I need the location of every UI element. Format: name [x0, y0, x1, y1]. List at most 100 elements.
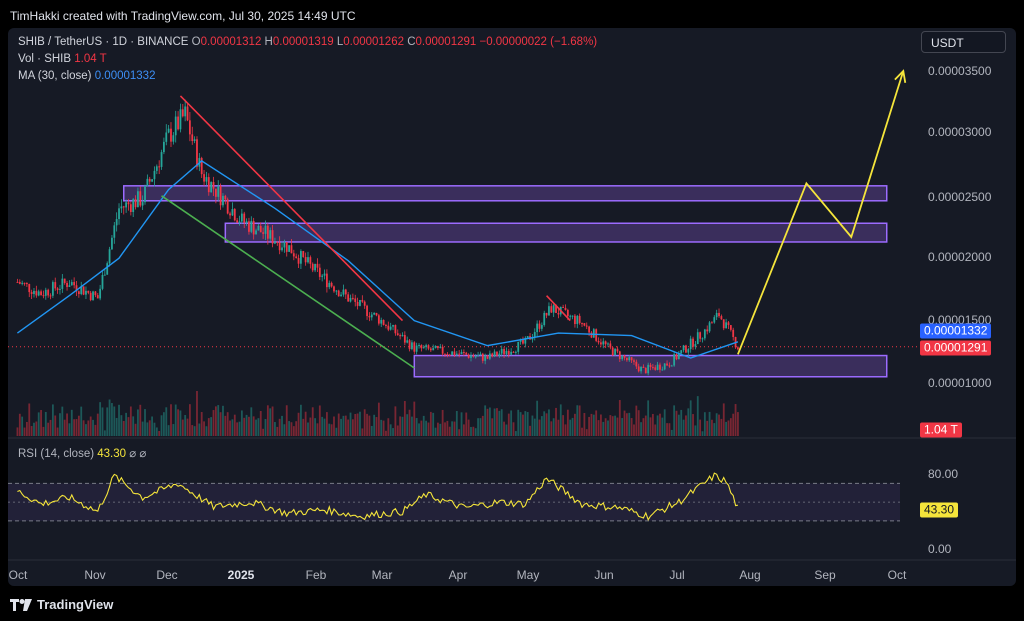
time-tick: Oct — [8, 568, 28, 582]
rsi-value: 43.30 — [97, 448, 127, 460]
volume-bar — [680, 409, 683, 436]
candle-body — [484, 355, 487, 361]
volume-bar — [359, 411, 361, 436]
volume-bar — [219, 412, 222, 436]
open-label: O — [191, 36, 201, 48]
volume-bar — [158, 430, 161, 436]
candle-body — [604, 341, 607, 345]
candle-body — [689, 338, 692, 350]
ma-label[interactable]: MA (30, close) — [18, 70, 92, 82]
candle-body — [318, 267, 321, 277]
candle-body — [226, 199, 229, 214]
candle-body — [311, 263, 314, 271]
candle-body — [73, 282, 76, 286]
symbol-name[interactable]: SHIB / TetherUS · 1D · BINANCE — [18, 36, 189, 48]
volume-bar — [737, 412, 739, 436]
high-value: 0.00001319 — [272, 36, 334, 48]
candle-body — [68, 285, 71, 287]
candle-body — [141, 202, 144, 206]
volume-bar — [687, 408, 690, 436]
candle-body — [377, 315, 380, 324]
candle-body — [99, 288, 102, 299]
volume-bar — [524, 411, 527, 436]
volume-bar — [92, 419, 94, 436]
volume-bar — [583, 413, 586, 436]
candle-body — [233, 209, 236, 221]
candle-body — [207, 177, 210, 193]
volume-bar — [474, 428, 477, 436]
candle-body — [127, 202, 130, 205]
candle-body — [96, 295, 99, 299]
candle-body — [425, 345, 428, 348]
candle-body — [354, 298, 357, 302]
rsi-settings-icons[interactable]: ⌀ ⌀ — [129, 448, 147, 460]
volume-bar — [111, 403, 113, 436]
candle-body — [722, 319, 725, 329]
volume-bar — [193, 426, 196, 436]
candle-body — [139, 191, 142, 206]
volume-bar — [238, 421, 241, 436]
volume-bar — [214, 406, 217, 436]
volume-bar — [375, 417, 378, 436]
candle-body — [592, 329, 595, 338]
volume-bar — [325, 412, 328, 436]
candle-body — [453, 351, 456, 356]
volume-bar — [167, 425, 170, 436]
volume-bar — [125, 412, 128, 436]
volume-bar — [725, 421, 728, 436]
candle-body — [583, 323, 586, 326]
volume-bar — [734, 404, 737, 436]
rsi-legend: RSI (14, close) 43.30 ⌀ ⌀ — [18, 446, 146, 460]
price-tick: 0.00002000 — [928, 250, 992, 264]
chart-canvas[interactable] — [8, 28, 1016, 586]
candle-body — [49, 295, 52, 297]
candle-body — [411, 342, 413, 350]
volume-bar — [66, 413, 68, 436]
volume-bar — [448, 426, 451, 436]
candle-body — [134, 199, 137, 208]
candle-body — [184, 106, 187, 117]
low-label: L — [336, 36, 344, 48]
volume-bar — [278, 418, 281, 436]
volume-bar — [526, 412, 529, 436]
volume-bar — [132, 416, 135, 436]
candle-body — [441, 346, 444, 354]
candle-body — [538, 323, 541, 329]
candle-body — [437, 345, 439, 349]
candle-body — [392, 325, 394, 327]
volume-bar — [729, 418, 732, 436]
change-value: −0.00000022 (−1.68%) — [479, 36, 598, 48]
rsi-label[interactable]: RSI (14, close) — [18, 448, 95, 460]
volume-bar — [170, 404, 172, 436]
volume-bar — [340, 418, 342, 436]
candle-body — [519, 339, 522, 342]
volume-bar — [531, 415, 534, 436]
candle-body — [399, 335, 402, 337]
currency-button[interactable]: USDT — [921, 31, 1006, 53]
candle-body — [512, 351, 515, 353]
volume-bar — [49, 419, 52, 436]
volume-bar — [28, 403, 31, 436]
volume-label[interactable]: Vol · SHIB — [18, 53, 72, 65]
candle-body — [444, 353, 446, 355]
volume-bar — [252, 416, 255, 436]
volume-bar — [581, 427, 583, 436]
red-trendline — [546, 295, 571, 322]
volume-bar — [569, 419, 572, 436]
volume-bar — [559, 404, 562, 436]
volume-bar — [597, 420, 600, 436]
volume-bar — [633, 424, 635, 436]
volume-bar — [722, 403, 725, 436]
volume-bar — [635, 405, 638, 436]
candle-body — [328, 282, 331, 288]
volume-bar — [184, 415, 187, 436]
volume-bar — [444, 422, 446, 436]
candle-body — [120, 206, 123, 209]
candle-body — [148, 178, 151, 182]
volume-bar — [302, 418, 305, 436]
chart-frame[interactable]: SHIB / TetherUS · 1D · BINANCE O 0.000013… — [8, 28, 1016, 586]
volume-bar — [604, 418, 607, 436]
volume-bar — [141, 421, 144, 436]
volume-bar — [618, 400, 621, 436]
price-tick: 0.00002500 — [928, 190, 992, 204]
